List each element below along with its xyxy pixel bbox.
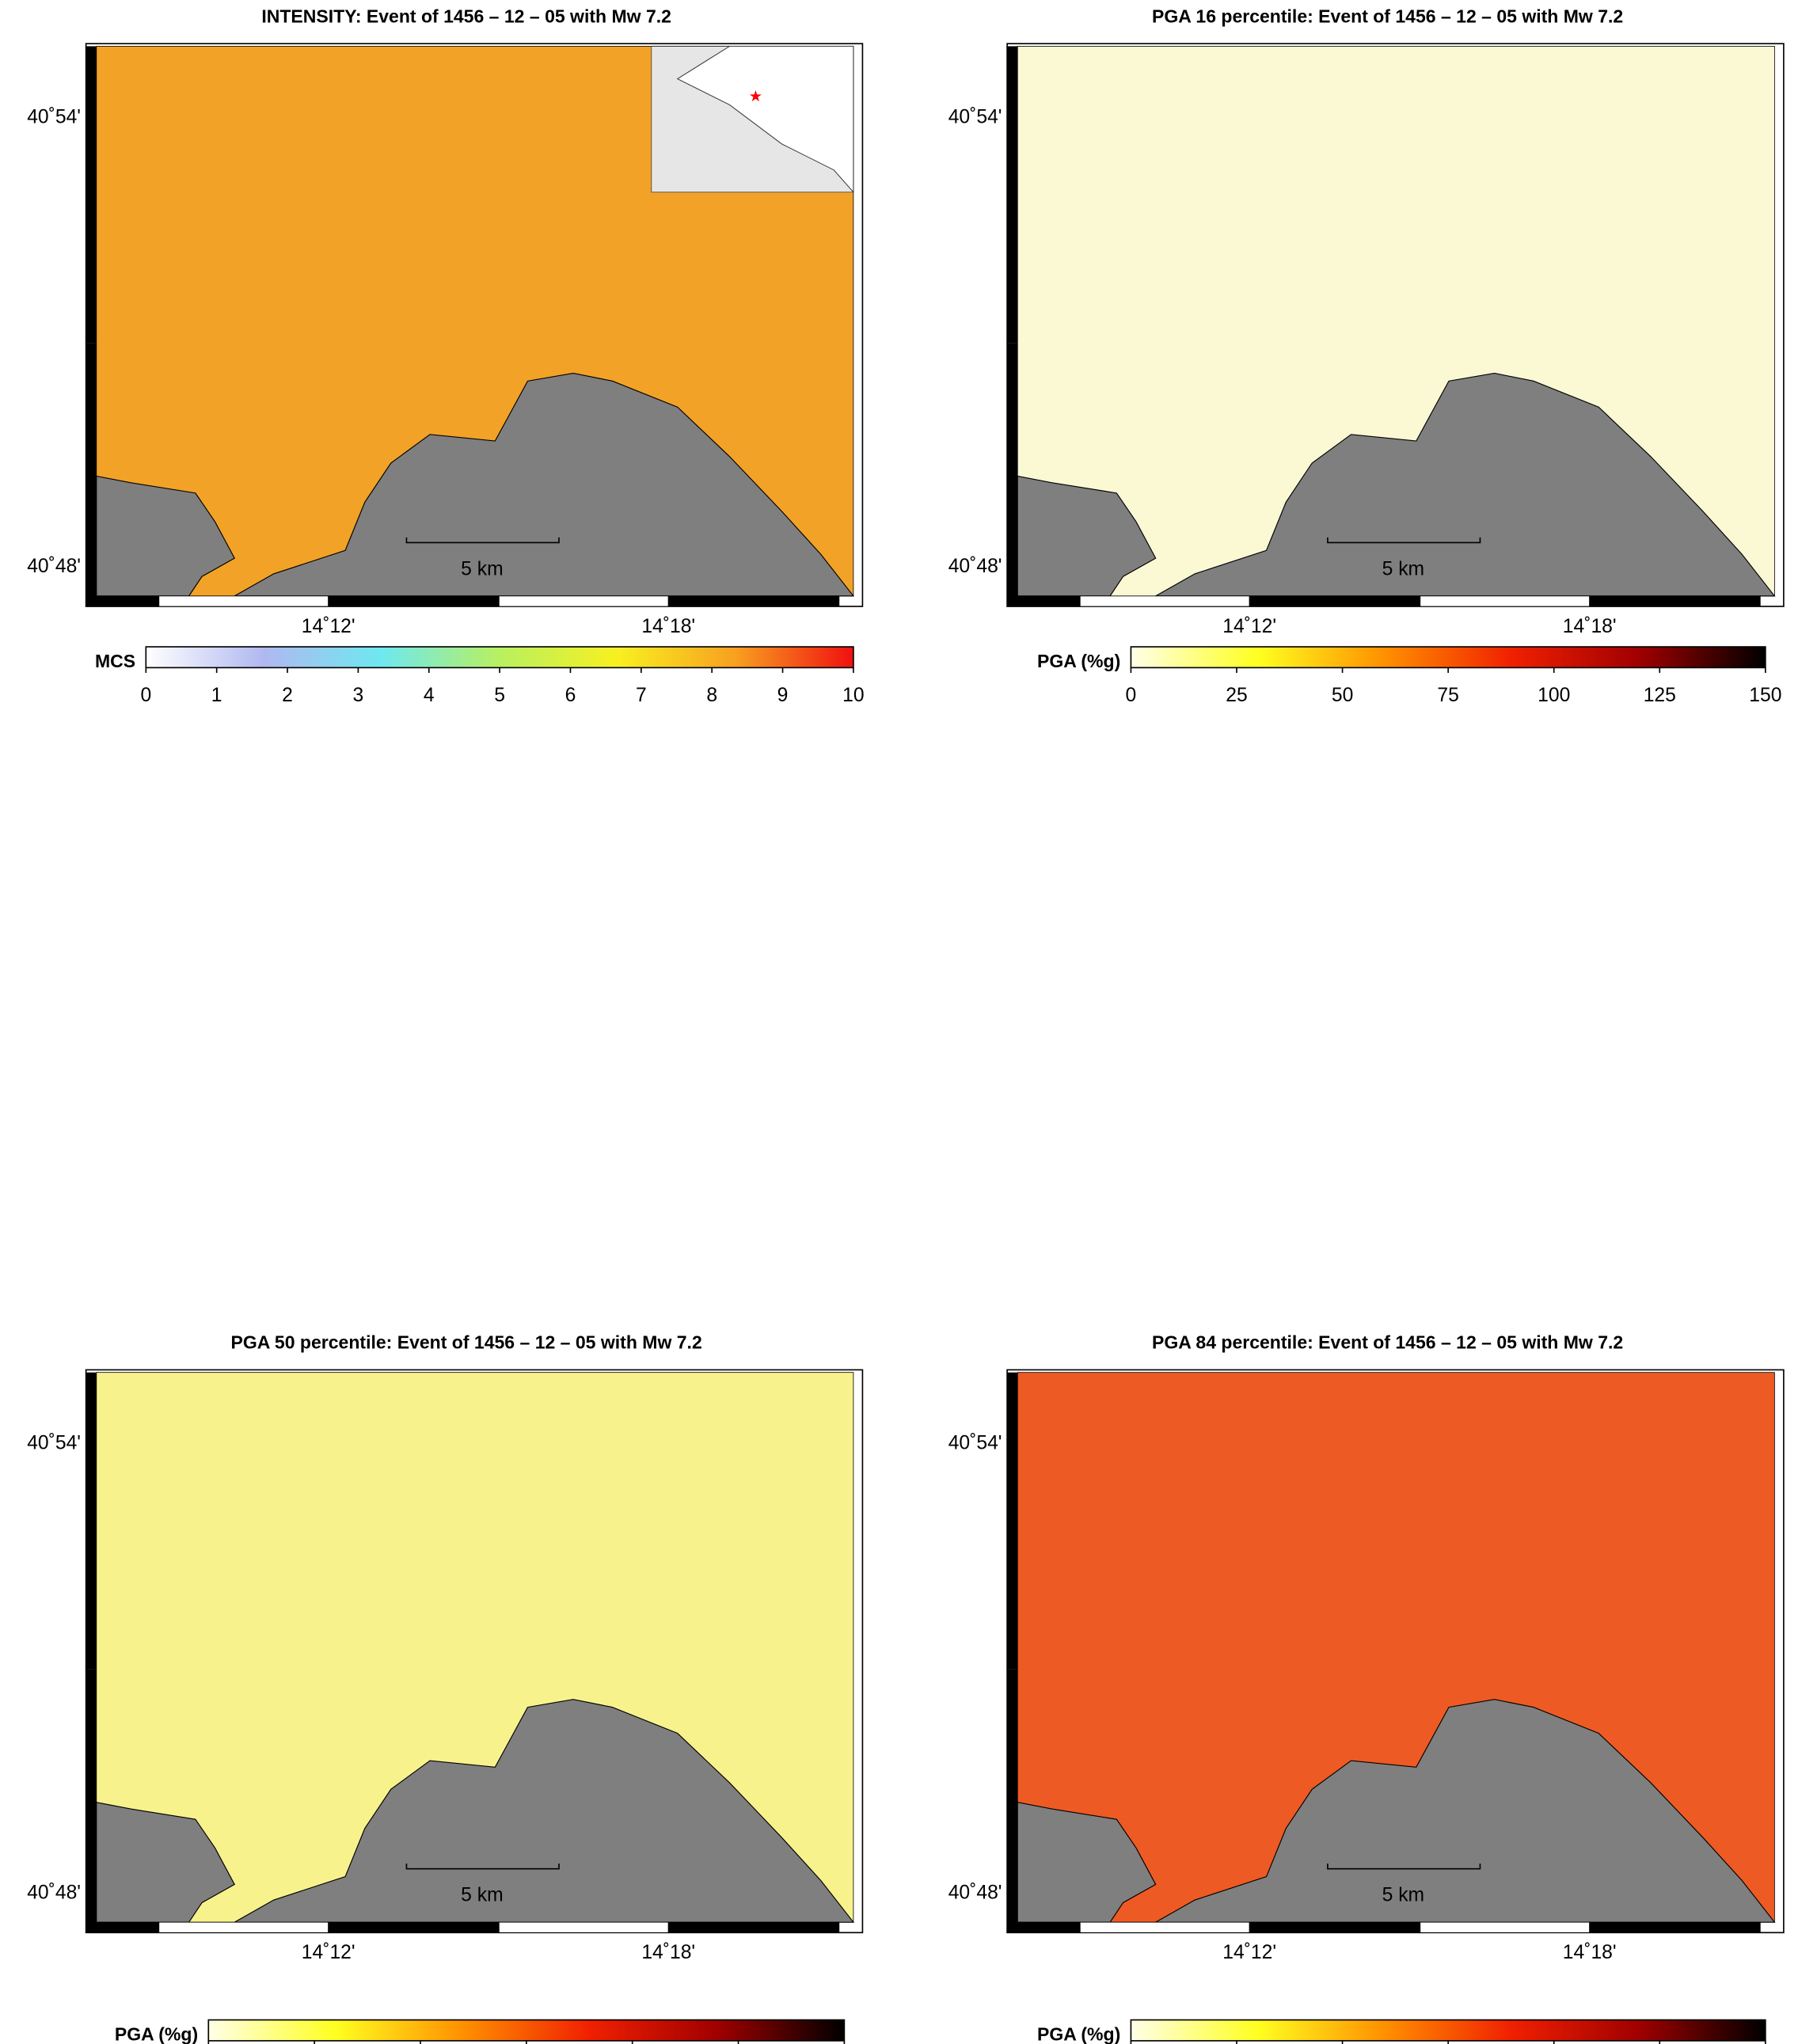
scale-label: 5 km bbox=[1382, 1885, 1424, 1906]
colorbar-tick-label: 50 bbox=[1332, 685, 1353, 706]
colorbar-tick-label: 5 bbox=[494, 685, 505, 706]
lon-label: 14˚12' bbox=[302, 616, 355, 637]
frame-bar bbox=[1420, 1921, 1591, 1933]
lat-label: 40˚54' bbox=[27, 1433, 81, 1454]
panel-title: PGA 16 percentile: Event of 1456 – 12 – … bbox=[1152, 6, 1623, 26]
lat-label: 40˚48' bbox=[948, 556, 1002, 577]
colorbar-tick-label: 150 bbox=[1749, 685, 1781, 706]
frame-bar bbox=[158, 1921, 329, 1933]
lon-label: 14˚18' bbox=[641, 1942, 695, 1963]
map-panel: PGA 16 percentile: Event of 1456 – 12 – … bbox=[948, 6, 1785, 706]
scale-bar bbox=[1327, 1864, 1481, 1870]
colorbar bbox=[145, 646, 854, 669]
colorbar-label: PGA (%g) bbox=[1037, 651, 1120, 671]
frame-bar bbox=[328, 1921, 500, 1933]
colorbar-tick-label: 3 bbox=[353, 685, 364, 706]
frame-bar bbox=[1079, 595, 1250, 607]
lat-label: 40˚48' bbox=[27, 1882, 81, 1903]
colorbar-label: PGA (%g) bbox=[1037, 2023, 1120, 2044]
lat-label: 40˚54' bbox=[27, 106, 81, 127]
lon-label: 14˚18' bbox=[1563, 1942, 1617, 1963]
colorbar bbox=[1130, 2019, 1766, 2042]
frame-bar bbox=[1017, 595, 1081, 607]
frame-bar bbox=[1079, 1921, 1250, 1933]
sea bbox=[1154, 372, 1776, 597]
map-panel: PGA 84 percentile: Event of 1456 – 12 – … bbox=[948, 1332, 1785, 2044]
colorbar-tick-label: 100 bbox=[1538, 685, 1570, 706]
colorbar bbox=[207, 2019, 846, 2042]
colorbar bbox=[1130, 646, 1766, 669]
frame-bar bbox=[1017, 1921, 1081, 1933]
frame-bar bbox=[1007, 343, 1018, 607]
scale-bar bbox=[1327, 537, 1481, 544]
frame-bar bbox=[86, 1669, 97, 1933]
frame-bar bbox=[328, 595, 500, 607]
frame-bar bbox=[1249, 1921, 1421, 1933]
frame-bar bbox=[1007, 1669, 1018, 1933]
colorbar-tick-label: 9 bbox=[777, 685, 789, 706]
colorbar-tick-label: 8 bbox=[706, 685, 717, 706]
colorbar-tick-label: 1 bbox=[211, 685, 222, 706]
frame-bar bbox=[96, 1921, 160, 1933]
epicenter-star: ★ bbox=[749, 88, 763, 105]
colorbar-label: PGA (%g) bbox=[115, 2023, 198, 2044]
map-panel: INTENSITY: Event of 1456 – 12 – 05 with … bbox=[27, 6, 864, 706]
panel-title: PGA 50 percentile: Event of 1456 – 12 – … bbox=[231, 1332, 702, 1353]
frame-bar bbox=[1249, 595, 1421, 607]
colorbar-tick-label: 6 bbox=[565, 685, 576, 706]
frame-bar bbox=[1589, 595, 1761, 607]
lon-label: 14˚12' bbox=[1222, 1942, 1276, 1963]
frame-bar bbox=[498, 1921, 669, 1933]
scale-bar bbox=[405, 537, 560, 544]
lon-label: 14˚18' bbox=[1563, 616, 1617, 637]
frame-bar bbox=[158, 595, 329, 607]
frame-bar bbox=[86, 46, 97, 344]
lon-label: 14˚12' bbox=[302, 1942, 355, 1963]
lat-label: 40˚54' bbox=[948, 106, 1002, 127]
map-panel: PGA 50 percentile: Event of 1456 – 12 – … bbox=[27, 1332, 864, 2044]
sea bbox=[233, 372, 855, 597]
scale-label: 5 km bbox=[461, 558, 503, 579]
frame-bar bbox=[667, 595, 840, 607]
frame-bar bbox=[1007, 46, 1018, 344]
lat-label: 40˚48' bbox=[27, 556, 81, 577]
colorbar-label: MCS bbox=[95, 651, 135, 671]
colorbar-tick-label: 25 bbox=[1226, 685, 1247, 706]
colorbar-tick-label: 7 bbox=[636, 685, 647, 706]
frame-bar bbox=[1589, 1921, 1761, 1933]
frame-bar bbox=[498, 595, 669, 607]
sea bbox=[233, 1699, 855, 1923]
panel-title: PGA 84 percentile: Event of 1456 – 12 – … bbox=[1152, 1332, 1623, 1353]
lat-label: 40˚54' bbox=[948, 1433, 1002, 1454]
frame-bar bbox=[1420, 595, 1591, 607]
frame-bar bbox=[1007, 1372, 1018, 1670]
colorbar-tick-label: 75 bbox=[1437, 685, 1458, 706]
colorbar-tick-label: 0 bbox=[1126, 685, 1137, 706]
colorbar-tick-label: 2 bbox=[282, 685, 293, 706]
scale-bar bbox=[405, 1864, 560, 1870]
panel-title: INTENSITY: Event of 1456 – 12 – 05 with … bbox=[261, 6, 671, 26]
frame-bar bbox=[667, 1921, 840, 1933]
colorbar-tick-label: 125 bbox=[1644, 685, 1676, 706]
frame-bar bbox=[86, 343, 97, 607]
frame-bar bbox=[96, 595, 160, 607]
lon-label: 14˚12' bbox=[1222, 616, 1276, 637]
scale-label: 5 km bbox=[461, 1885, 503, 1906]
colorbar-tick-label: 0 bbox=[140, 685, 151, 706]
colorbar-tick-label: 4 bbox=[424, 685, 435, 706]
lon-label: 14˚18' bbox=[641, 616, 695, 637]
scale-label: 5 km bbox=[1382, 558, 1424, 579]
frame-bar bbox=[86, 1372, 97, 1670]
inset-sea bbox=[651, 45, 854, 194]
colorbar-tick-label: 10 bbox=[842, 685, 864, 706]
lat-label: 40˚48' bbox=[948, 1882, 1002, 1903]
sea bbox=[1154, 1699, 1776, 1923]
